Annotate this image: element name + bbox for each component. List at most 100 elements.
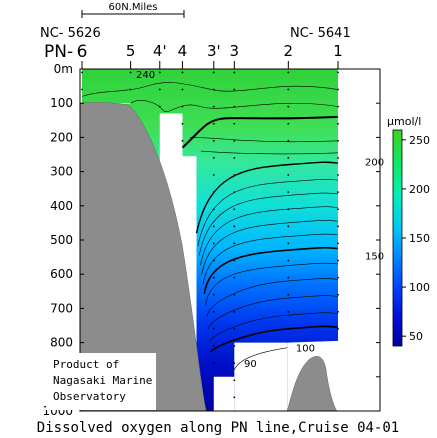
sample-dot — [233, 122, 236, 125]
contour-value-label: 200 — [365, 157, 384, 168]
sample-dot — [233, 328, 236, 330]
sample-dot — [233, 157, 236, 159]
sample-dot — [212, 105, 215, 108]
contour-line — [200, 150, 339, 155]
sample-dot — [129, 88, 132, 91]
sample-dot — [337, 293, 339, 296]
sample-dot — [233, 396, 236, 399]
contour-line — [181, 115, 339, 149]
colorbar-unit-label: μmol/l — [387, 115, 421, 128]
sample-dot — [212, 122, 215, 125]
sample-dot — [287, 157, 290, 159]
credit-line-3: Observatory — [53, 390, 126, 403]
sample-dot — [233, 276, 236, 279]
sample-dot — [337, 71, 339, 74]
sample-dot — [337, 88, 339, 91]
no-data-region — [338, 69, 380, 411]
sample-dot — [337, 174, 339, 176]
sample-dot — [212, 310, 215, 313]
sample-dot — [287, 310, 290, 313]
colorbar-tick-label: 100 — [409, 281, 430, 294]
contour-line — [190, 137, 339, 143]
sample-dot — [287, 122, 290, 125]
sample-dot — [233, 225, 236, 228]
sample-dot — [212, 345, 215, 347]
scale-bar-label: 60N.Miles — [109, 2, 158, 13]
sample-dot — [287, 225, 290, 228]
colorbar-tick-label: 200 — [409, 183, 430, 196]
sample-dot — [287, 88, 290, 91]
sample-dot — [81, 88, 83, 91]
sample-dot — [212, 362, 215, 365]
sample-dot — [337, 242, 339, 245]
sample-dot — [287, 174, 290, 176]
sample-dot — [287, 208, 290, 211]
contour-line — [206, 278, 339, 317]
depth-tick-label: 700 — [50, 301, 73, 315]
depth-tick-label: 600 — [50, 267, 73, 281]
depth-tick-label: 800 — [50, 336, 73, 350]
sample-dot — [337, 122, 339, 125]
sample-dot — [287, 293, 290, 296]
sample-dot — [181, 139, 184, 142]
station-labels: 6 5 4' 4 3' 3 2 1 — [77, 42, 343, 69]
contour-line — [209, 312, 339, 343]
station-label: 3' — [207, 42, 221, 60]
station-label: 2 — [284, 42, 294, 60]
contour-value-label: 100 — [296, 344, 315, 355]
sample-dot — [287, 242, 290, 245]
sample-dot — [212, 174, 215, 176]
station-label: 1 — [333, 42, 343, 60]
sample-dot — [212, 328, 215, 330]
no-data-region — [234, 342, 288, 411]
sample-dot — [287, 105, 290, 108]
credit-line-2: Nagasaki Marine — [53, 374, 152, 387]
contour-line — [203, 246, 339, 295]
contour-line — [201, 220, 339, 275]
sample-dot — [212, 208, 215, 211]
seafloor-topography — [80, 102, 338, 411]
depth-tick-label: 100 — [50, 96, 73, 110]
colorbar: μmol/l 50 100 150 200 250 — [387, 115, 430, 347]
depth-tick-label: 500 — [50, 233, 73, 247]
sample-dot — [212, 276, 215, 279]
colorbar-ticks: 50 100 150 200 250 — [402, 134, 430, 343]
sample-dot — [287, 139, 290, 142]
right-station-id: NC- 5641 — [290, 26, 351, 41]
sample-dot — [158, 88, 161, 91]
station-label: 5 — [126, 42, 136, 60]
chart-title: Dissolved oxygen along PN line,Cruise 04… — [37, 420, 399, 436]
sample-dot — [212, 157, 215, 159]
credit-box: Product of Nagasaki Marine Observatory — [46, 353, 156, 410]
sample-dot — [337, 310, 339, 313]
contour-line — [197, 179, 339, 247]
sample-dot — [337, 259, 339, 262]
sample-dot — [233, 88, 236, 91]
sample-dot — [129, 71, 132, 74]
sample-dot — [233, 105, 236, 108]
contour-line — [200, 206, 339, 266]
colorbar-ramp — [392, 129, 403, 347]
sample-dot — [287, 276, 290, 279]
sample-dot — [233, 191, 236, 194]
sample-dot — [337, 139, 339, 142]
sample-dot — [212, 242, 215, 245]
sample-dot — [233, 242, 236, 245]
sample-dot — [337, 191, 339, 194]
contour-value-label: 150 — [365, 251, 384, 262]
station-sample-dots — [81, 71, 339, 399]
contour-value-labels: 240 200 150 100 90 — [136, 70, 384, 370]
station-label: 6 — [77, 42, 88, 62]
sample-dot — [181, 71, 184, 74]
contour-value-label: 240 — [136, 70, 155, 81]
sample-dot — [212, 225, 215, 228]
sample-dot — [158, 71, 161, 74]
depth-tick-label: 200 — [50, 130, 73, 144]
sample-dot — [81, 71, 83, 74]
contour-line — [195, 161, 339, 234]
distance-scale-bar: 60N.Miles — [81, 2, 185, 18]
sample-dot — [212, 259, 215, 262]
contour-line — [209, 325, 339, 353]
plot-area — [79, 68, 381, 412]
